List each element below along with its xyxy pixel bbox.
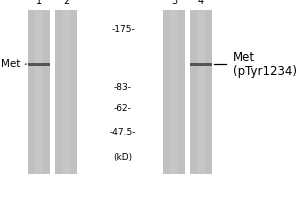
Text: -83-: -83- <box>114 83 132 92</box>
Bar <box>62 10 70 174</box>
Text: 4: 4 <box>198 0 204 6</box>
Text: (kD): (kD) <box>113 153 133 162</box>
Bar <box>28 10 50 174</box>
Text: 2: 2 <box>63 0 69 6</box>
Bar <box>190 63 212 66</box>
Text: 1: 1 <box>36 0 42 6</box>
Text: 3: 3 <box>171 0 177 6</box>
Bar <box>190 10 212 174</box>
Bar <box>55 10 77 174</box>
Bar <box>163 10 185 174</box>
Text: Met: Met <box>232 51 255 64</box>
Bar <box>35 10 43 174</box>
Text: Met: Met <box>2 59 21 69</box>
Text: -62-: -62- <box>114 104 132 113</box>
Text: (pTyr1234): (pTyr1234) <box>232 65 296 78</box>
Text: -175-: -175- <box>111 25 135 34</box>
Bar <box>170 10 178 174</box>
Bar <box>197 10 205 174</box>
Text: -47.5-: -47.5- <box>110 128 136 137</box>
Bar <box>28 63 50 66</box>
